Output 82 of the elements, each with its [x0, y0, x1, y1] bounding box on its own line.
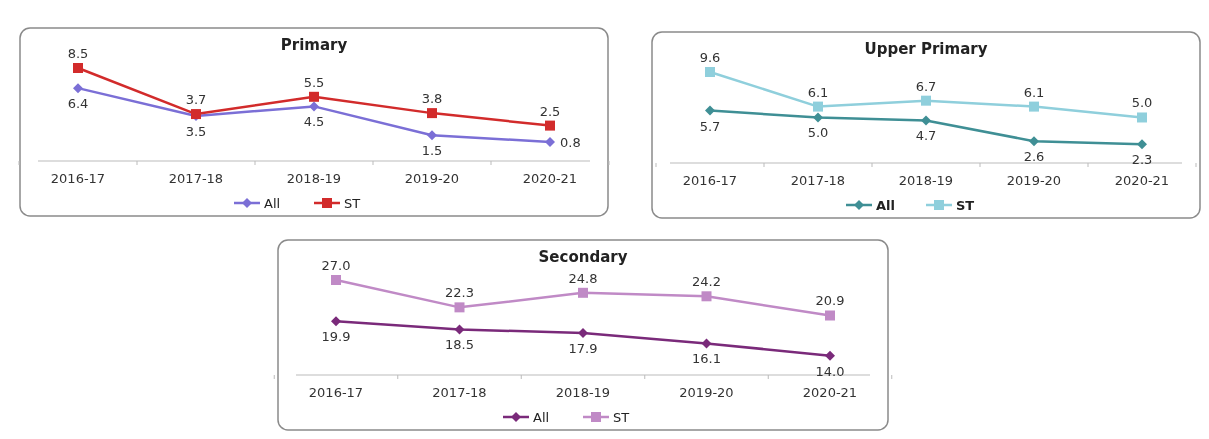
- chart-title: Primary: [280, 36, 348, 54]
- point: [1137, 139, 1147, 150]
- point: [705, 67, 715, 77]
- data-label: 24.8: [568, 270, 598, 286]
- data-label: 6.7: [915, 78, 937, 94]
- point: [1029, 101, 1039, 112]
- data-label: 3.8: [421, 91, 443, 107]
- point: [825, 350, 835, 361]
- data-label: 4.7: [915, 128, 937, 144]
- x-tick-label: 2017-18: [168, 171, 224, 186]
- data-label: 5.7: [699, 118, 721, 134]
- legend-label: All: [533, 410, 550, 425]
- point: [73, 63, 83, 73]
- data-label: 24.2: [692, 274, 721, 290]
- x-tick-label: 2019-20: [1006, 173, 1062, 188]
- data-label: 27.0: [321, 258, 351, 273]
- x-tick-label: 2016-17: [50, 171, 106, 186]
- data-label: 20.9: [815, 293, 845, 309]
- point: [427, 130, 437, 141]
- data-label: 2.3: [1131, 152, 1153, 168]
- data-label: 1.5: [421, 143, 443, 159]
- data-label: 19.9: [321, 329, 351, 345]
- data-label: 2.5: [539, 103, 561, 119]
- x-tick-label: 2020-21: [522, 171, 578, 186]
- data-label: 6.4: [67, 96, 89, 112]
- data-label: 8.5: [67, 46, 89, 61]
- data-label: 17.9: [568, 340, 598, 356]
- point: [921, 115, 931, 126]
- data-label: 5.0: [807, 125, 829, 141]
- data-label: 9.6: [699, 50, 721, 65]
- point: [73, 83, 83, 94]
- point: [813, 101, 823, 112]
- x-tick-label: 2016-17: [308, 385, 364, 400]
- point: [701, 338, 712, 349]
- data-label: 4.5: [303, 114, 325, 130]
- legend-label: ST: [613, 410, 630, 425]
- point: [427, 108, 437, 119]
- legend-label: ST: [344, 196, 361, 211]
- data-label: 3.7: [185, 92, 207, 108]
- point: [454, 302, 465, 313]
- point: [701, 291, 712, 302]
- point: [309, 91, 319, 102]
- legend-label: All: [876, 198, 895, 213]
- data-label: 0.8: [560, 134, 581, 150]
- data-label: 16.1: [692, 351, 721, 367]
- data-label: 5.0: [1131, 95, 1153, 111]
- x-tick-label: 2019-20: [404, 171, 460, 186]
- legend-label: ST: [956, 198, 975, 213]
- point: [705, 105, 715, 116]
- data-label: 3.5: [185, 124, 207, 139]
- data-label: 14.0: [815, 363, 845, 379]
- data-label: 18.5: [445, 337, 474, 353]
- point: [578, 327, 588, 338]
- point: [309, 101, 319, 112]
- point: [545, 120, 555, 131]
- point: [813, 112, 823, 123]
- chart-title: Secondary: [538, 248, 628, 266]
- chart-title: Upper Primary: [864, 40, 988, 58]
- x-tick-label: 2018-19: [555, 385, 611, 400]
- point: [921, 95, 931, 106]
- data-label: 22.3: [445, 285, 474, 301]
- legend-label: All: [264, 196, 281, 211]
- x-tick-label: 2017-18: [790, 173, 846, 188]
- point: [545, 136, 555, 147]
- data-label: 2.6: [1023, 149, 1045, 165]
- point: [825, 310, 835, 321]
- x-tick-label: 2016-17: [682, 173, 738, 188]
- data-label: 6.1: [807, 84, 829, 100]
- x-tick-label: 2019-20: [679, 385, 734, 400]
- data-label: 6.1: [1023, 84, 1045, 100]
- x-tick-label: 2018-19: [286, 171, 342, 186]
- point: [454, 324, 465, 335]
- point: [578, 287, 588, 298]
- point: [1029, 136, 1039, 147]
- data-label: 5.5: [303, 74, 325, 90]
- point: [1137, 112, 1147, 123]
- x-tick-label: 2017-18: [432, 385, 487, 400]
- x-tick-label: 2020-21: [802, 385, 858, 400]
- x-tick-label: 2018-19: [898, 173, 954, 188]
- x-tick-label: 2020-21: [1114, 173, 1170, 188]
- point: [331, 316, 341, 327]
- point: [331, 275, 341, 285]
